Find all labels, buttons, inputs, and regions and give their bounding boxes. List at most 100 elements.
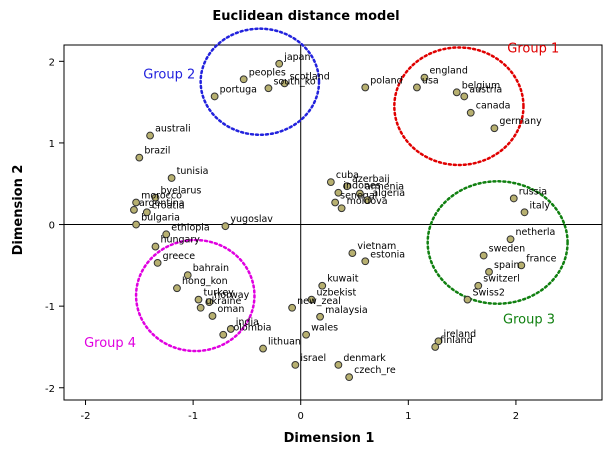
data-point [132,220,140,229]
point-label: austria [469,84,502,95]
data-point [348,249,357,258]
data-point [307,295,316,304]
data-point [337,204,346,213]
point-label: germany [499,116,542,127]
point-label: turkey [204,288,235,299]
data-point [517,261,526,270]
point-label: indones [343,181,380,192]
point-label: wales [311,323,338,334]
point-label: sweden [489,244,525,255]
data-point [183,271,192,280]
point-label: ukraine [206,296,242,307]
data-point [466,108,475,117]
data-point [343,182,351,191]
data-point [452,88,461,97]
data-point [208,312,217,320]
point-label: denmark [343,353,386,364]
point-label: bahrain [193,263,229,274]
point-label: france [526,253,556,264]
x-tick-label: -2 [81,411,91,422]
data-point [345,373,354,382]
point-label: moldova [347,196,388,207]
point-label: croatia [152,200,185,211]
data-point [356,189,364,198]
group-label: Group 2 [143,68,195,83]
x-axis-label: Dimension 1 [284,431,375,446]
point-label: lithuan [268,337,301,348]
data-point [151,242,160,251]
data-point [479,251,488,260]
point-label: spain [494,260,519,271]
data-point [264,84,273,93]
data-point [205,298,214,306]
point-label: india [236,317,259,328]
data-point [162,230,171,239]
group-label: Group 1 [507,41,559,56]
data-point [363,196,372,204]
group-label: Group 3 [503,312,555,327]
y-axis-label: Dimension 2 [11,165,26,256]
point-label: oman [217,304,244,315]
data-point [420,73,429,82]
point-label: bulgaria [141,213,180,224]
data-point [288,303,297,312]
data-point [431,343,440,351]
x-tick-label: 1 [405,411,411,422]
point-label: canada [476,101,511,112]
point-label: ethiopia [171,222,210,233]
point-label: byelarus [160,186,201,197]
point-label: colombia [228,323,271,334]
point-label: tunisia [177,166,209,177]
point-label: uzbekist [316,288,356,299]
data-point [520,208,529,217]
point-label: estonia [370,249,405,260]
point-label: Swiss2 [473,288,505,299]
data-point [280,79,289,88]
axis-ticks: -2 -1 0 1 2 -2 -1 0 1 2 [45,57,519,422]
data-point [490,124,499,133]
data-point [130,205,138,214]
data-point [506,235,515,244]
data-point [239,75,248,84]
data-point [463,295,472,304]
y-tick-label: 1 [49,139,55,150]
point-label: scotland [290,71,330,82]
point-label: morocco [141,191,182,202]
group-circle [199,27,321,137]
data-point [167,174,176,182]
point-label: netherla [516,227,556,238]
point-label: norway [214,290,249,301]
data-point [196,303,205,312]
point-label: argentina [139,198,185,209]
point-label: algeria [372,188,405,199]
point-label: russia [519,186,547,197]
group-circles: Group 1 Group 2 Group 3 Group 4 [84,27,569,353]
point-label: kuwait [327,274,358,285]
point-label: yugoslav [230,214,273,225]
data-point [221,222,230,231]
point-label: finland [440,335,473,346]
point-label: hong_kon [182,276,228,287]
point-label: hungary [160,235,200,246]
x-tick-label: -1 [188,411,198,422]
data-point [485,267,493,276]
point-label: australi [155,124,191,135]
data-point [302,330,311,339]
y-tick-label: 0 [49,221,55,232]
point-label: usa [422,75,439,86]
point-label: new_zeal [297,296,341,307]
x-tick-label: 2 [513,411,519,422]
data-point [226,325,235,333]
data-point [275,59,284,68]
plot-area-frame [63,44,603,401]
data-point [219,330,228,339]
point-label: brazil [144,146,170,157]
data-point [210,92,219,101]
point-label: poland [370,75,402,86]
data-point [434,337,443,346]
point-label: czech_re [354,365,396,376]
data-point [151,193,160,202]
data-point [474,281,483,290]
